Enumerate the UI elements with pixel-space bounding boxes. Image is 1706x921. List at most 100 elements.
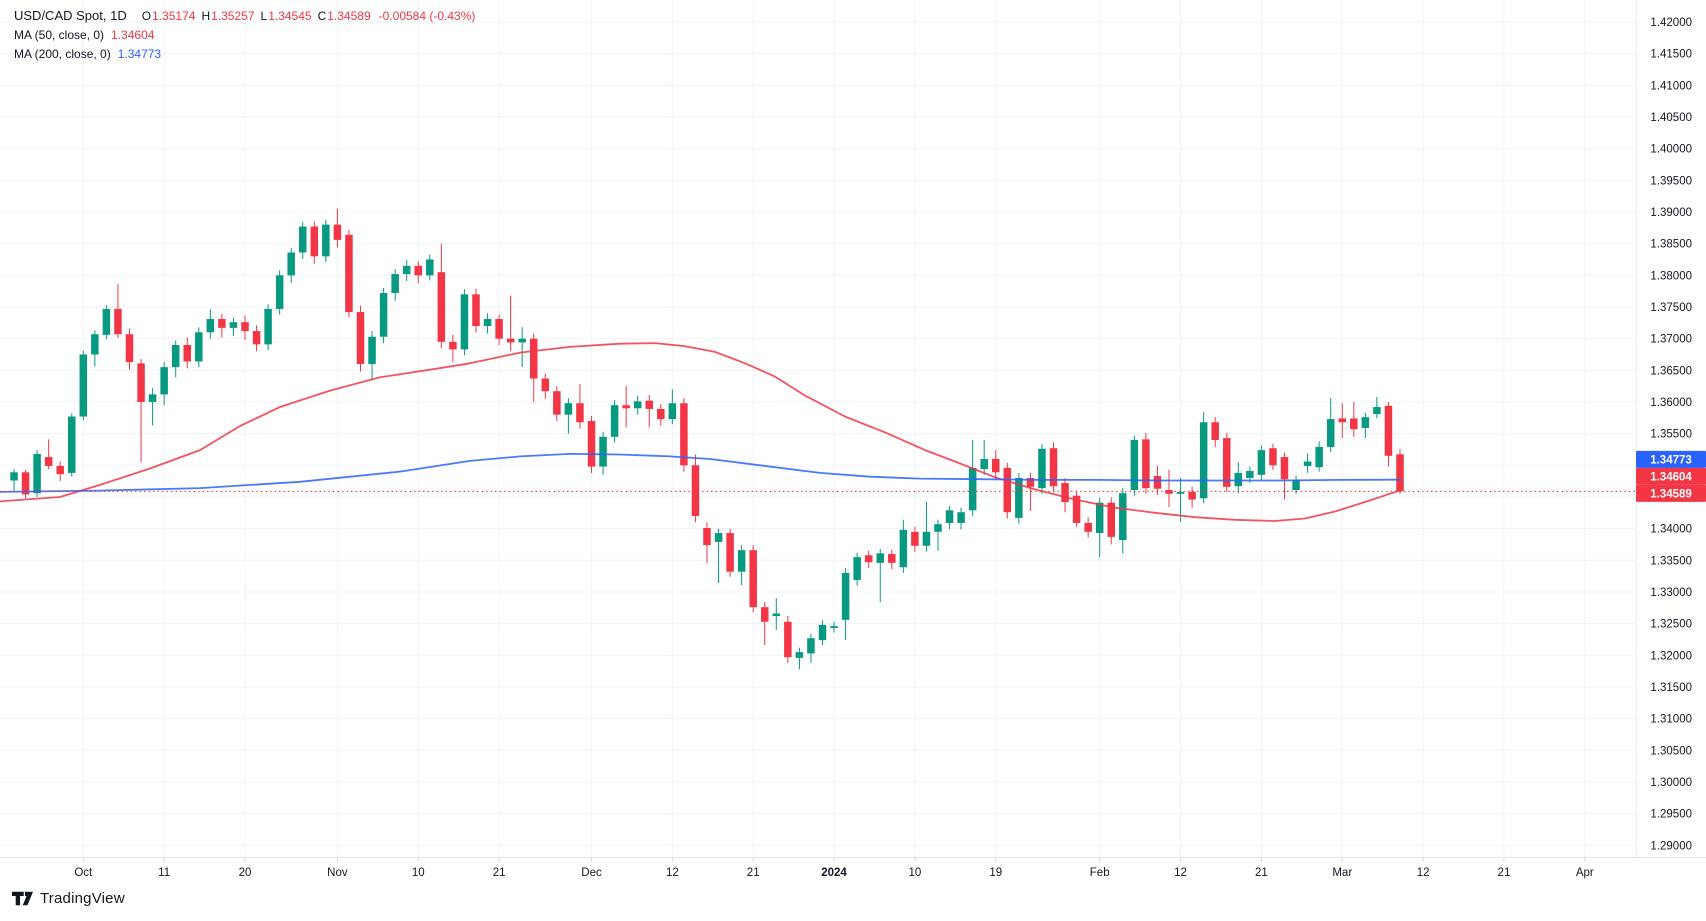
candle-body [1350,418,1358,430]
legend-ma200-row[interactable]: MA (200, close, 0) 1.34773 [14,45,475,64]
price-axis[interactable]: 1.42000 1.41500 1.41000 1.40500 1.40000 1.395… [1650,17,1692,852]
tradingview-logo-text: TradingView [40,890,125,907]
candle-body [345,234,353,313]
candle [114,284,122,339]
candle-body [287,252,295,276]
candle-body [356,312,365,364]
time-axis[interactable]: Oct 11 20 Nov 10 21 Dec 12 21 2024 10 19 Feb 12 21 Mar 1… [74,857,1594,880]
close-value: 1.34589 [327,9,371,23]
candle-body [148,394,157,402]
candle-body [1038,448,1046,489]
candle [1315,441,1323,472]
candle [807,633,815,663]
high-label: H [201,9,211,23]
candle [287,248,295,283]
candle-body [1049,448,1058,487]
candle-body [1165,490,1173,494]
candle-body [876,553,884,563]
candle [148,388,157,426]
tradingview-logo-icon [12,891,33,906]
candle [1072,490,1081,527]
candle [830,621,838,633]
time-axis-label: 21 [1498,867,1511,879]
candle [599,431,607,475]
candle [1176,477,1185,522]
ma50-value: 1.34604 [111,28,155,42]
candle-body [21,472,30,495]
candle [899,519,908,573]
candle [1303,453,1312,473]
time-axis-label: Dec [581,867,602,879]
candle-body [160,367,168,395]
candle-body [1061,483,1069,503]
price-axis-label: 1.40000 [1650,144,1692,156]
candle-body [888,553,896,563]
time-axis-label: Nov [327,867,348,879]
candle [218,313,226,338]
candle-body [91,334,99,355]
candle [241,315,249,340]
price-axis-label: 1.36500 [1650,365,1692,377]
candle [772,598,781,630]
candle [795,647,804,670]
candle [668,389,677,425]
price-axis-label: 1.33000 [1650,587,1692,599]
candle-body [784,621,792,658]
candle-body [437,272,446,342]
price-badge-ma50: 1.34604 [1636,467,1706,485]
candle [576,384,584,429]
candle-body [1153,476,1162,489]
candle-body [761,607,769,622]
candle-body [1107,502,1115,537]
candle [1384,401,1393,467]
candle [853,552,861,586]
price-axis-label: 1.41000 [1650,80,1692,92]
candle-body [1303,461,1312,466]
candle-body [1396,454,1404,492]
candle [622,386,630,428]
legend-ma50-row[interactable]: MA (50, close, 0) 1.34604 [14,26,475,45]
candle [680,398,688,472]
time-axis-label: 10 [412,867,425,879]
legend-symbol-row[interactable]: USD/CAD Spot, 1D O1.35174 H1.35257 L1.34545… [14,6,475,26]
candle [21,469,30,499]
candle-body [102,308,111,335]
symbol-title: USD/CAD Spot, 1D [14,8,127,23]
open-value: 1.35174 [152,9,196,23]
candle [379,287,388,344]
price-axis-label: 1.31500 [1650,682,1692,694]
candle [1084,517,1092,538]
candle-body [472,294,480,326]
candle-body [449,341,457,350]
candle [934,519,942,551]
candle [1223,433,1231,492]
candle [761,602,769,646]
candle [437,243,446,349]
candle-body [414,265,422,276]
svg-text:1.34773: 1.34773 [1650,454,1692,466]
candle [633,395,642,415]
candle-body [1257,450,1266,475]
candle-body [1084,522,1092,532]
open-label: O [141,9,152,23]
candle-body [79,354,88,417]
tradingview-logo[interactable]: TradingView [12,890,125,907]
time-axis-label: Feb [1090,867,1110,879]
candle-body [911,531,919,546]
candle-body [599,436,607,467]
candle [1107,497,1115,545]
change-value: -0.00584 (-0.43%) [378,9,476,23]
price-axis-label: 1.29000 [1650,840,1692,852]
candle-body [229,322,238,328]
candle [356,305,365,372]
legend: USD/CAD Spot, 1D O1.35174 H1.35257 L1.34545… [14,6,475,64]
candle-body [1072,495,1081,523]
price-axis-label: 1.42000 [1650,17,1692,29]
candle [206,309,215,339]
ma200-line [0,453,1401,493]
low-value: 1.34545 [268,9,312,23]
candle [968,439,977,516]
candle-body [241,322,249,332]
